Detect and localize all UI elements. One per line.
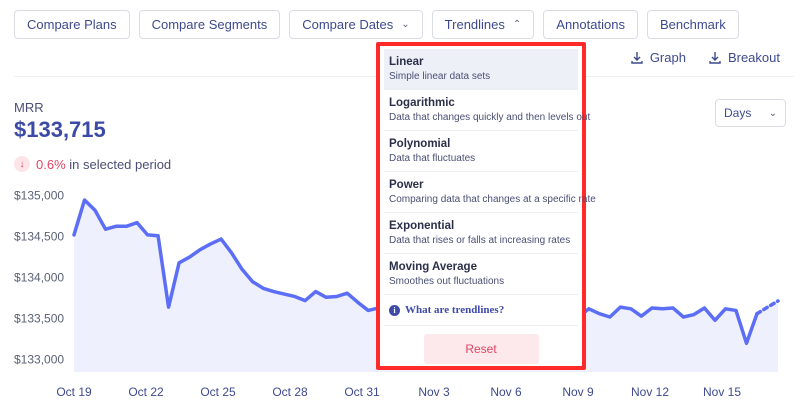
trendline-option-linear[interactable]: Linear Simple linear data sets — [384, 49, 578, 90]
series-line-projected — [755, 299, 780, 316]
change-percent: 0.6% — [36, 156, 66, 172]
toolbar: Compare Plans Compare Segments Compare D… — [14, 10, 739, 39]
trendline-title: Moving Average — [389, 261, 477, 273]
trendlines-label: Trendlines — [444, 17, 505, 32]
trendline-title: Power — [389, 179, 424, 191]
x-tick-label: Oct 25 — [200, 385, 236, 399]
trendline-desc: Data that fluctuates — [389, 153, 476, 164]
trendline-desc: Data that rises or falls at increasing r… — [389, 235, 571, 246]
graph-button[interactable]: Graph — [630, 50, 686, 65]
x-tick-label: Nov 3 — [418, 385, 450, 399]
help-link-text: What are trendlines? — [405, 304, 505, 316]
trendline-desc: Smoothes out fluctuations — [389, 276, 505, 287]
y-tick-label: $134,000 — [14, 271, 64, 285]
arrow-down-icon: ↓ — [14, 156, 30, 172]
compare-dates-label: Compare Dates — [302, 17, 394, 32]
y-tick-label: $134,500 — [14, 230, 64, 244]
info-icon: i — [389, 304, 400, 316]
trendlines-help-link[interactable]: i What are trendlines? — [384, 295, 578, 326]
compare-segments-label: Compare Segments — [151, 17, 268, 32]
benchmark-label: Benchmark — [659, 17, 726, 32]
reset-wrap: Reset — [384, 326, 578, 364]
change-indicator: ↓ 0.6% in selected period — [14, 156, 171, 172]
x-tick-label: Nov 9 — [562, 385, 594, 399]
x-tick-label: Nov 15 — [703, 385, 741, 399]
trendlines-dropdown: Linear Simple linear data sets Logarithm… — [376, 42, 596, 370]
trendline-option-logarithmic[interactable]: Logarithmic Data that changes quickly an… — [384, 90, 591, 131]
compare-plans-label: Compare Plans — [27, 17, 117, 32]
y-tick-label: $135,000 — [14, 189, 64, 203]
y-tick-label: $133,500 — [14, 312, 64, 326]
trendline-desc: Comparing data that changes at a specifi… — [389, 194, 596, 205]
x-tick-label: Oct 22 — [128, 385, 164, 399]
trendline-option-moving-average[interactable]: Moving Average Smoothes out fluctuations — [384, 254, 578, 295]
series-area — [74, 200, 778, 372]
reset-button[interactable]: Reset — [423, 334, 539, 364]
trendline-option-exponential[interactable]: Exponential Data that rises or falls at … — [384, 213, 578, 254]
download-icon — [709, 51, 721, 64]
reset-label: Reset — [465, 342, 497, 356]
chevron-down-icon: ⌄ — [768, 107, 777, 119]
chart-actions: Graph Breakout — [630, 50, 780, 65]
trendline-title: Polynomial — [389, 138, 451, 150]
trendline-title: Logarithmic — [389, 97, 455, 109]
chevron-down-icon: ⌄ — [401, 19, 410, 30]
trendline-option-polynomial[interactable]: Polynomial Data that fluctuates — [384, 131, 578, 172]
x-tick-label: Oct 31 — [344, 385, 380, 399]
x-tick-label: Nov 6 — [490, 385, 522, 399]
x-tick-label: Oct 28 — [272, 385, 308, 399]
graph-label: Graph — [649, 50, 686, 65]
change-text: in selected period — [69, 156, 172, 172]
metric-value: $133,715 — [14, 117, 106, 142]
chevron-up-icon: ⌃ — [512, 19, 522, 30]
breakout-button[interactable]: Breakout — [708, 50, 780, 65]
compare-segments-button[interactable]: Compare Segments — [138, 10, 281, 39]
x-tick-label: Oct 19 — [56, 385, 92, 399]
annotations-button[interactable]: Annotations — [543, 10, 638, 39]
period-select[interactable]: Days ⌄ — [715, 99, 786, 127]
trendline-desc: Simple linear data sets — [389, 71, 491, 82]
trendline-option-power[interactable]: Power Comparing data that changes at a s… — [384, 172, 596, 213]
y-tick-label: $133,000 — [14, 353, 64, 367]
x-tick-label: Nov 12 — [631, 385, 669, 399]
trendline-title: Exponential — [389, 220, 455, 232]
compare-plans-button[interactable]: Compare Plans — [14, 10, 130, 39]
download-icon — [631, 51, 643, 64]
compare-dates-button[interactable]: Compare Dates ⌄ — [289, 10, 423, 39]
trendline-title: Linear — [389, 56, 424, 68]
trendlines-button[interactable]: Trendlines ⌃ — [431, 10, 535, 39]
breakout-label: Breakout — [727, 50, 780, 65]
metric-label: MRR — [14, 100, 44, 115]
trendline-desc: Data that changes quickly and then level… — [389, 112, 591, 123]
period-select-value: Days — [724, 106, 752, 120]
benchmark-button[interactable]: Benchmark — [646, 10, 739, 39]
annotations-label: Annotations — [556, 17, 625, 32]
